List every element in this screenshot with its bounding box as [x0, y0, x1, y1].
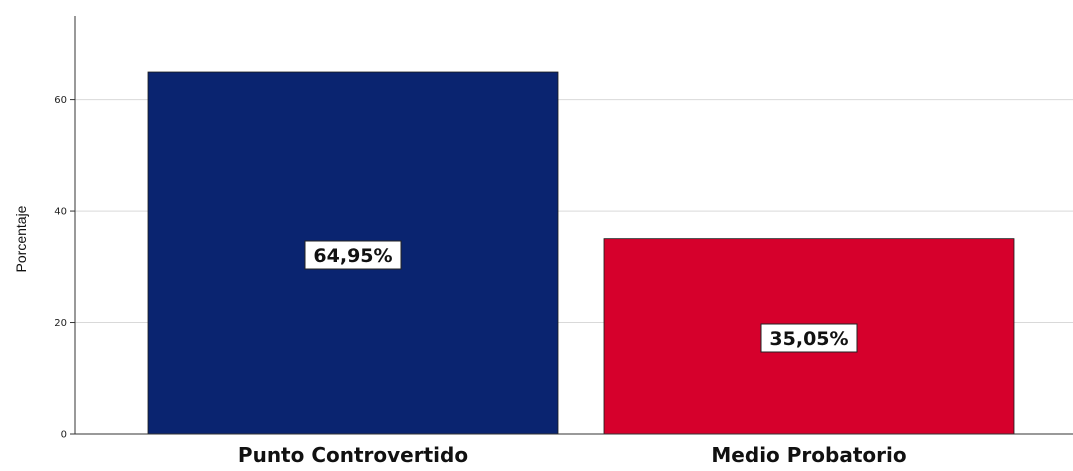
data-label-box-0: [304, 240, 402, 270]
x-category-label-0: Punto Controvertido: [238, 443, 468, 467]
data-label-1: 35,05%: [769, 328, 848, 350]
data-labels: 64,95% 35,05%: [304, 240, 858, 353]
y-tick-label-60: 60: [54, 95, 67, 106]
bars: [147, 71, 1015, 435]
y-tick-label-40: 40: [54, 207, 67, 218]
y-tick-label-20: 20: [54, 318, 67, 329]
data-label-box-1: [760, 323, 858, 353]
y-tick-label-0: 0: [61, 430, 67, 441]
y-axis-title: Porcentaje: [13, 205, 29, 272]
x-category-label-1: Medio Probatorio: [711, 443, 906, 467]
data-label-0: 64,95%: [313, 245, 392, 267]
axes: 0 20 40 60 Punto Controvertido Medio Probator…: [54, 16, 1073, 467]
